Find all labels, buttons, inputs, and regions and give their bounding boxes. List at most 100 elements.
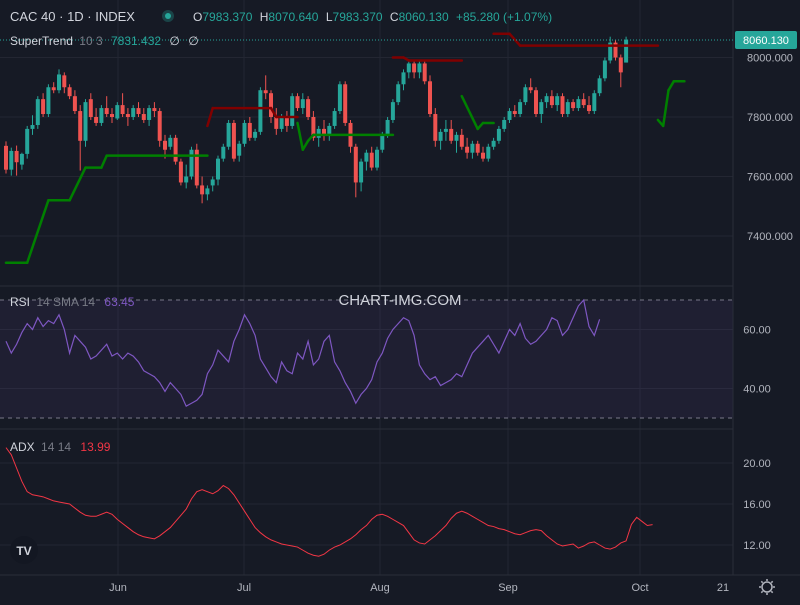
candle-body <box>364 152 369 162</box>
candle-body <box>72 96 77 112</box>
candle-body <box>465 146 470 153</box>
candle-body <box>136 108 141 115</box>
candle-body <box>231 122 236 159</box>
candle-body <box>284 117 289 126</box>
candle-body <box>380 134 385 150</box>
time-tick-label: 21 <box>717 582 729 594</box>
candle-body <box>94 117 99 123</box>
candle-body <box>316 128 321 138</box>
supertrend-segment <box>476 121 485 131</box>
time-tick-label: Jun <box>109 582 127 594</box>
candle-body <box>571 102 576 109</box>
candle-body <box>300 99 305 109</box>
candle-body <box>152 108 157 112</box>
rsi-params: 14 SMA 14 <box>36 295 95 309</box>
price-tick-label: 7800.000 <box>747 112 793 124</box>
settings-gear-icon[interactable] <box>759 579 775 595</box>
candle-body <box>422 63 427 82</box>
candle-body <box>618 57 623 73</box>
candle-body <box>216 158 220 180</box>
low-value: 7983.370 <box>333 10 383 24</box>
time-tick-label: Sep <box>498 582 518 594</box>
svg-text:RSI 14 SMA 14 63.4: RSI 14 SMA 14 63.45 <box>10 295 135 309</box>
axes: 8000.000 7800.000 7600.000 7400.000 60.00 40.… <box>109 53 793 595</box>
last-price-text: 8060.130 <box>743 35 789 47</box>
candle-body <box>168 137 173 147</box>
supertrend-value: 7831.432 <box>111 34 161 48</box>
candle-body <box>4 145 8 170</box>
svg-text:CAC 40 · 1D · INDEX: CAC 40 · 1D · INDEX <box>10 9 135 24</box>
supertrend-segment <box>301 139 310 151</box>
candle-body <box>295 96 300 109</box>
candle-body <box>417 63 422 73</box>
tradingview-logo[interactable]: TV <box>10 536 38 564</box>
candle-body <box>322 128 326 135</box>
candle-body <box>565 102 570 115</box>
candle-body <box>178 161 183 183</box>
svg-text:O7983.370 H8070.640: O7983.370 H8070.640 L7983.370 C8060.130 … <box>193 10 552 24</box>
supertrend-name: SuperTrend <box>10 34 73 48</box>
candle-body <box>147 108 152 120</box>
supertrend-empty-2: ∅ <box>188 34 198 48</box>
adx-line <box>5 447 653 557</box>
symbol-title: CAC 40 · 1D · INDEX <box>10 9 135 24</box>
supertrend-segment <box>667 80 676 92</box>
supertrend-segment <box>269 106 278 119</box>
candle-body <box>396 84 401 103</box>
candle-body <box>560 96 565 115</box>
candle-body <box>99 108 104 123</box>
candle-body <box>390 102 395 120</box>
rsi-value: 63.45 <box>104 295 134 309</box>
supertrend-params: 10 3 <box>79 34 103 48</box>
candle-body <box>412 63 417 73</box>
rsi-legend[interactable]: RSI 14 SMA 14 63.45 <box>10 295 135 309</box>
candle-body <box>491 140 496 147</box>
candle-body <box>157 111 162 141</box>
candle-body <box>576 99 581 109</box>
candles <box>4 36 629 204</box>
adx-legend[interactable]: ADX 14 14 13.99 <box>10 440 111 454</box>
candle-body <box>141 114 146 120</box>
candle-body <box>486 146 491 159</box>
candle-body <box>528 87 533 91</box>
candle-body <box>523 87 528 103</box>
candle-body <box>592 93 597 112</box>
candle-body <box>433 114 438 141</box>
candle-body <box>597 78 602 94</box>
adx-tick-label: 12.00 <box>743 540 771 552</box>
candle-body <box>110 114 114 117</box>
candle-body <box>14 150 19 163</box>
candle-body <box>115 105 120 119</box>
candle-body <box>581 99 586 106</box>
candle-body <box>481 152 485 159</box>
rsi-polyline <box>5 298 601 408</box>
candle-body <box>385 119 390 135</box>
candle-body <box>200 185 205 195</box>
candle-body <box>210 179 215 186</box>
candle-body <box>263 90 268 94</box>
supertrend-legend[interactable]: SuperTrend 10 3 7831.432 ∅ ∅ <box>10 34 199 48</box>
candle-body <box>449 128 454 141</box>
candle-body <box>613 42 618 58</box>
supertrend-segment <box>68 166 87 202</box>
candle-body <box>539 102 544 115</box>
candle-body <box>57 74 61 91</box>
rsi-tick-label: 40.00 <box>743 384 771 396</box>
adx-polyline <box>5 447 653 557</box>
rsi-tick-label: 60.00 <box>743 325 771 337</box>
time-tick-label: Oct <box>631 582 648 594</box>
candle-body <box>205 188 210 195</box>
candle-body <box>555 96 560 106</box>
candle-body <box>443 128 448 132</box>
high-label: H <box>260 10 269 24</box>
candle-body <box>454 134 459 141</box>
candle-body <box>269 93 273 117</box>
candle-body <box>35 99 40 126</box>
watermark: CHART-IMG.COM <box>338 292 461 309</box>
candle-body <box>125 114 130 117</box>
candle-body <box>253 131 258 138</box>
change-value: +85.280 (+1.07%) <box>456 10 552 24</box>
candle-body <box>25 128 30 154</box>
candle-body <box>343 84 348 123</box>
